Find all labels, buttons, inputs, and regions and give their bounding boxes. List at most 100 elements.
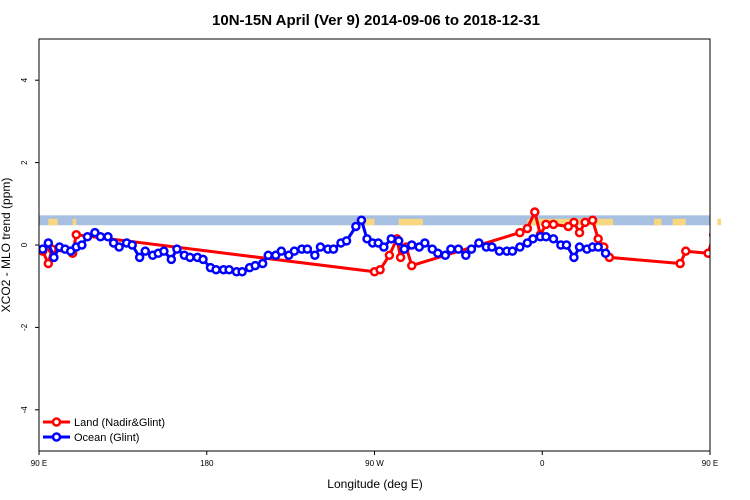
legend: Land (Nadir&Glint) Ocean (Glint) [43, 417, 165, 444]
data-point [224, 264, 234, 275]
y-axis-label: XCO2 - MLO trend (ppm) [0, 178, 13, 313]
data-point [351, 221, 361, 232]
data-point [569, 217, 579, 228]
data-point [103, 232, 113, 242]
y-tick-label: 4 [20, 77, 29, 82]
data-point [530, 207, 540, 217]
band-land-patch [72, 218, 77, 226]
data-point [466, 244, 477, 254]
data-point [528, 234, 538, 244]
data-point [127, 240, 137, 250]
data-point [600, 248, 611, 258]
data-point [384, 250, 395, 261]
x-tick-label: 90 E [702, 459, 718, 468]
y-tick-label: 0 [20, 242, 29, 247]
y-axis: -4 -2 0 2 4 [20, 77, 39, 413]
data-point [708, 231, 710, 238]
data-point [39, 244, 48, 254]
data-point [315, 242, 326, 252]
data-point [541, 232, 551, 242]
data-point [420, 238, 430, 248]
data-point [541, 219, 551, 230]
x-tick-label: 0 [540, 459, 545, 468]
data-point [250, 260, 260, 271]
data-point [49, 252, 59, 263]
data-point [580, 217, 590, 228]
data-point [95, 232, 106, 242]
data-point [71, 229, 82, 240]
data-point [237, 267, 247, 277]
data-point [395, 252, 406, 263]
data-point [263, 250, 274, 261]
data-point [375, 264, 385, 275]
y-tick-label: -4 [20, 406, 29, 414]
data-point [407, 240, 417, 250]
data-point [522, 223, 533, 234]
legend-label-land: Land (Nadir&Glint) [74, 417, 165, 429]
legend-label-ocean: Ocean (Glint) [74, 432, 139, 444]
data-point [574, 227, 585, 238]
data-point [587, 215, 598, 226]
data-point [289, 246, 300, 256]
data-point [159, 246, 169, 256]
data-point [134, 252, 145, 263]
data-point [172, 244, 182, 254]
data-point [356, 215, 367, 226]
data-point [433, 248, 443, 258]
data-point [461, 250, 471, 261]
data-point [548, 234, 559, 244]
data-point [440, 250, 451, 261]
data-point [302, 244, 313, 254]
x-tick-label: 180 [200, 459, 214, 468]
data-point [494, 246, 505, 256]
data-point [703, 248, 710, 258]
data-point [569, 252, 579, 263]
data-point [43, 238, 54, 248]
x-axis-label: Longitude (deg E) [327, 477, 422, 491]
data-point [276, 246, 287, 256]
data-point [399, 244, 410, 254]
legend-swatch-ocean-marker [51, 432, 62, 442]
data-point [393, 236, 404, 246]
data-point [548, 219, 559, 230]
series-group [39, 207, 710, 277]
data-point [453, 244, 464, 254]
band-land-patch [654, 218, 662, 226]
data-point [574, 242, 585, 252]
x-tick-label: 90 E [31, 459, 47, 468]
chart-title: 10N-15N April (Ver 9) 2014-09-06 to 2018… [212, 12, 540, 29]
band-land-patch [365, 218, 375, 226]
data-point [77, 240, 87, 250]
data-point [114, 242, 124, 252]
data-point [310, 250, 320, 261]
data-point [257, 258, 268, 269]
band-land-patch [717, 218, 722, 226]
data-point [515, 242, 525, 252]
series-1 [39, 215, 611, 277]
data-point [82, 232, 93, 242]
data-point [407, 260, 417, 271]
y-tick-label: -2 [20, 323, 29, 331]
data-point [474, 238, 484, 248]
data-point [166, 254, 177, 265]
data-point [487, 242, 497, 252]
x-axis: 90 E 180 90 W 0 90 E [31, 451, 718, 468]
data-point [211, 264, 221, 275]
data-point [675, 258, 685, 269]
data-point [379, 242, 389, 252]
band-land-patch [48, 218, 58, 226]
legend-swatch-land-marker [51, 417, 62, 427]
data-point [681, 246, 691, 256]
data-point [43, 258, 54, 269]
data-point [446, 244, 456, 254]
band-land-patch [672, 218, 686, 226]
data-point [561, 240, 572, 250]
data-point [198, 254, 208, 265]
x-tick-label: 90 W [365, 459, 384, 468]
data-point [515, 227, 525, 238]
data-point [593, 242, 603, 252]
y-tick-label: 2 [20, 160, 29, 165]
data-point [328, 244, 339, 254]
data-point [341, 236, 352, 246]
